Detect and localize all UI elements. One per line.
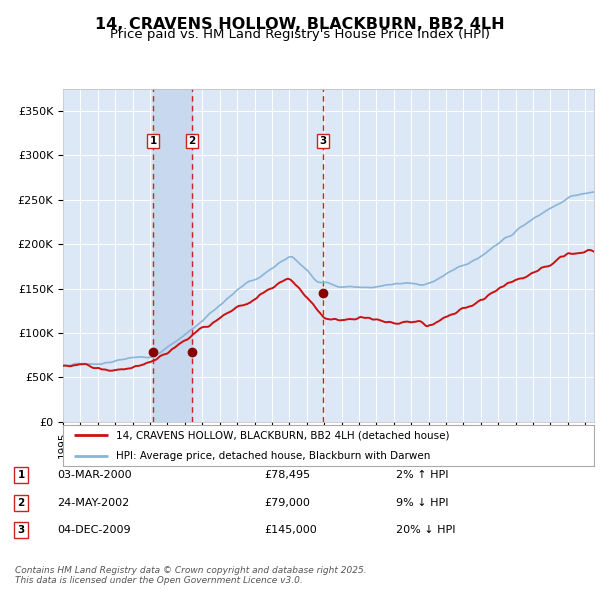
Text: 20% ↓ HPI: 20% ↓ HPI (396, 526, 455, 535)
Bar (153, 88, 192, 422)
Text: 2% ↑ HPI: 2% ↑ HPI (396, 470, 449, 480)
Text: £78,495: £78,495 (264, 470, 310, 480)
Text: Contains HM Land Registry data © Crown copyright and database right 2025.
This d: Contains HM Land Registry data © Crown c… (15, 566, 367, 585)
Text: 14, CRAVENS HOLLOW, BLACKBURN, BB2 4LH (detached house): 14, CRAVENS HOLLOW, BLACKBURN, BB2 4LH (… (116, 430, 449, 440)
Text: 04-DEC-2009: 04-DEC-2009 (57, 526, 131, 535)
Text: £145,000: £145,000 (264, 526, 317, 535)
Text: 2: 2 (188, 136, 196, 146)
Text: 9% ↓ HPI: 9% ↓ HPI (396, 498, 449, 507)
Text: Price paid vs. HM Land Registry's House Price Index (HPI): Price paid vs. HM Land Registry's House … (110, 28, 490, 41)
Text: 14, CRAVENS HOLLOW, BLACKBURN, BB2 4LH: 14, CRAVENS HOLLOW, BLACKBURN, BB2 4LH (95, 17, 505, 31)
Text: 24-MAY-2002: 24-MAY-2002 (57, 498, 129, 507)
Text: 3: 3 (17, 526, 25, 535)
Text: 3: 3 (319, 136, 326, 146)
Text: 03-MAR-2000: 03-MAR-2000 (57, 470, 131, 480)
Text: 2: 2 (17, 498, 25, 507)
Text: 1: 1 (17, 470, 25, 480)
Text: HPI: Average price, detached house, Blackburn with Darwen: HPI: Average price, detached house, Blac… (116, 451, 430, 461)
Text: £79,000: £79,000 (264, 498, 310, 507)
Text: 1: 1 (149, 136, 157, 146)
